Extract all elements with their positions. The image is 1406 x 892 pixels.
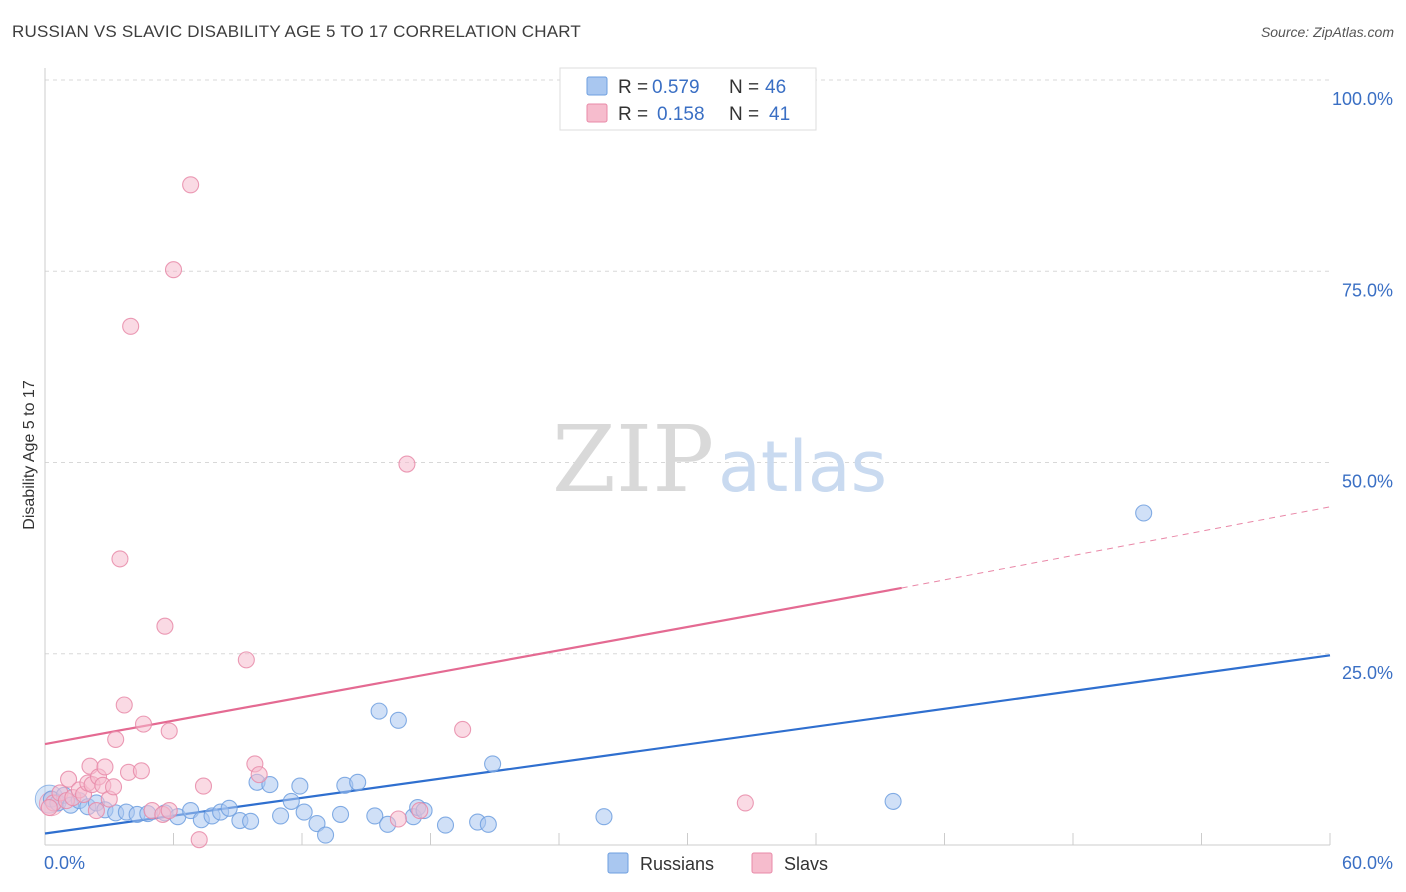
slavs-point-37 (411, 802, 429, 820)
stats-box: R = 0.579 N = 46 R = 0.158 N = 41 (559, 67, 817, 131)
slavs-point-25 (156, 617, 174, 635)
slavs-point-38 (454, 720, 472, 739)
slavs-point-16 (107, 730, 125, 748)
slavs-point-40 (40, 798, 58, 817)
slavs-point-31 (194, 777, 213, 795)
slavs-point-18 (115, 696, 133, 714)
slavs-stats-swatch (586, 103, 608, 123)
y-tick-label-0: 25.0% (1342, 663, 1393, 683)
slavs-point-29 (182, 176, 200, 194)
russians-point-20 (242, 812, 260, 830)
russians-point-22 (261, 776, 279, 794)
slavs-point-10 (87, 802, 105, 820)
watermark-zip: ZIP (552, 406, 714, 513)
watermark: ZIP atlas (552, 406, 887, 513)
slavs-r-value: 0.158 (657, 104, 705, 125)
russians-point-33 (370, 702, 388, 720)
legend-slavs-swatch (751, 852, 773, 874)
russians-stats-swatch (586, 76, 608, 96)
slavs-point-26 (160, 802, 178, 820)
x-tick-label-0: 0.0% (44, 853, 85, 873)
slavs-r-label: R = (618, 104, 648, 125)
source-label: Source: ZipAtlas.com (1260, 24, 1394, 40)
legend-russians-swatch (607, 852, 629, 874)
trend-lines (44, 506, 1331, 835)
russians-point-25 (291, 777, 309, 795)
russians-trend-line (44, 654, 1331, 835)
legend-russians-label: Russians (640, 854, 714, 874)
slavs-point-22 (134, 715, 153, 733)
legend: Russians Slavs (607, 852, 828, 874)
y-tick-label-1: 50.0% (1342, 472, 1393, 492)
y-axis-label: Disability Age 5 to 17 (21, 380, 38, 530)
x-tick-label-1: 60.0% (1342, 853, 1393, 873)
slavs-point-21 (132, 762, 150, 780)
russians-r-label: R = (618, 77, 648, 98)
russians-r-value: 0.579 (652, 77, 700, 98)
slavs-point-27 (160, 722, 178, 740)
russians-point-28 (317, 826, 335, 844)
russians-point-23 (272, 807, 290, 825)
slavs-point-34 (250, 766, 268, 784)
slavs-point-32 (237, 651, 255, 669)
russians-n-label: N = (729, 77, 759, 98)
slavs-point-20 (122, 317, 140, 335)
russians-point-18 (220, 799, 238, 817)
slavs-point-3 (60, 770, 78, 788)
slavs-trend-line-extension (901, 506, 1331, 589)
grid-lines (45, 79, 1330, 655)
slavs-point-30 (190, 831, 208, 849)
russians-point-27 (308, 815, 326, 833)
russians-point-45 (1135, 504, 1153, 522)
slavs-n-label: N = (729, 104, 759, 125)
axes (44, 68, 1331, 846)
slavs-point-36 (398, 455, 416, 473)
slavs-point-28 (164, 261, 183, 279)
watermark-atlas: atlas (718, 426, 887, 508)
slavs-point-15 (104, 778, 123, 796)
tick-labels: 25.0% 50.0% 75.0% 100.0% 0.0% 60.0% (44, 89, 1393, 873)
russians-point-31 (349, 773, 367, 791)
slavs-point-13 (96, 758, 114, 776)
russians-point-29 (331, 805, 350, 823)
russians-point-44 (884, 792, 902, 810)
russians-point-39 (436, 816, 455, 834)
russians-point-43 (595, 808, 613, 826)
slavs-trend-line (44, 586, 902, 746)
y-tick-label-2: 75.0% (1342, 280, 1393, 300)
chart-title: RUSSIAN VS SLAVIC DISABILITY AGE 5 TO 17… (12, 22, 581, 41)
russians-point-32 (366, 807, 384, 825)
data-points (34, 176, 1153, 849)
slavs-point-39 (736, 794, 754, 812)
y-tick-label-3: 100.0% (1332, 89, 1393, 109)
russians-point-42 (484, 755, 502, 773)
russians-point-24 (282, 792, 300, 810)
legend-slavs-label: Slavs (784, 854, 828, 874)
slavs-point-17 (111, 550, 129, 568)
slavs-n-value: 41 (769, 104, 790, 125)
russians-point-26 (295, 803, 313, 821)
russians-n-value: 46 (765, 77, 786, 98)
russians-point-35 (389, 711, 407, 729)
slavs-point-35 (389, 810, 407, 828)
russians-point-41 (479, 815, 497, 833)
